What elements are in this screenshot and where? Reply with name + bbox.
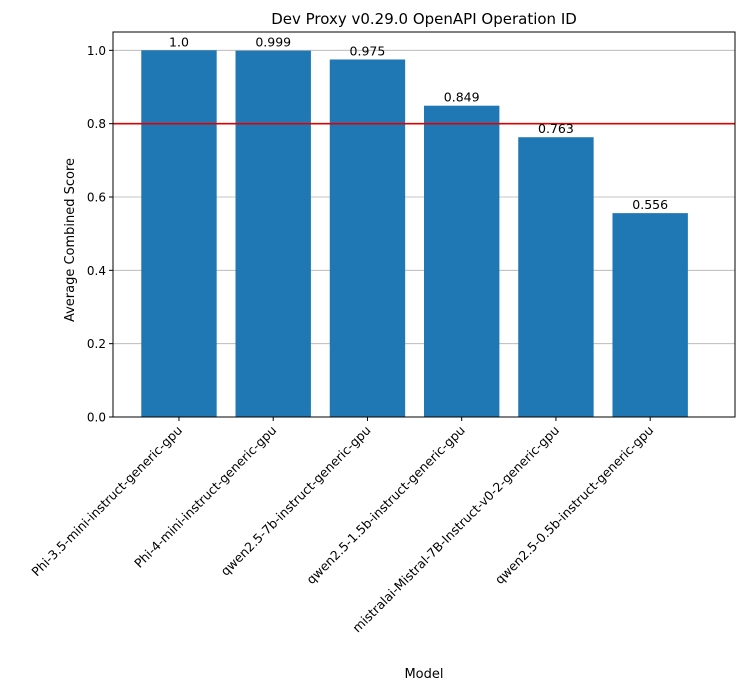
x-tick-label: qwen2.5-0.5b-instruct-generic-gpu: [492, 423, 657, 588]
bar-value-label: 0.975: [350, 44, 386, 59]
bar: [235, 50, 311, 417]
bar: [424, 105, 500, 417]
y-axis-label: Average Combined Score: [63, 158, 78, 322]
x-tick-label: Phi-3.5-mini-instruct-generic-gpu: [28, 423, 185, 580]
y-tick-label: 0.0: [87, 411, 106, 425]
chart-title: Dev Proxy v0.29.0 OpenAPI Operation ID: [271, 10, 577, 28]
y-tick-label: 0.8: [87, 117, 106, 131]
bar: [612, 213, 688, 417]
x-tick-label: mistralai-Mistral-7B-Instruct-v0-2-gener…: [349, 423, 562, 636]
x-tick-label: qwen2.5-7b-instruct-generic-gpu: [217, 423, 373, 579]
plot-frame: [112, 31, 736, 418]
y-tick-label: 0.4: [87, 264, 106, 278]
bar-value-label: 0.999: [255, 35, 291, 50]
y-tick-label: 1.0: [87, 44, 106, 58]
bar: [329, 59, 406, 417]
bar-value-label: 0.556: [632, 197, 668, 212]
bar-value-label: 1.0: [169, 34, 189, 49]
x-tick-label: qwen2.5-1.5b-instruct-generic-gpu: [303, 423, 468, 588]
y-tick-label: 0.6: [87, 191, 106, 205]
bar-value-label: 0.763: [538, 121, 574, 136]
y-tick-label: 0.2: [87, 337, 106, 351]
axes-layer: [112, 31, 736, 418]
bar-value-label: 0.849: [444, 90, 480, 105]
x-axis-label: Model: [404, 667, 443, 682]
bar: [141, 50, 217, 417]
bar: [518, 137, 594, 417]
bar-layer: [141, 50, 688, 417]
value-label-layer: 1.0 0.999 0.975 0.849 0.763 0.556: [169, 34, 668, 212]
